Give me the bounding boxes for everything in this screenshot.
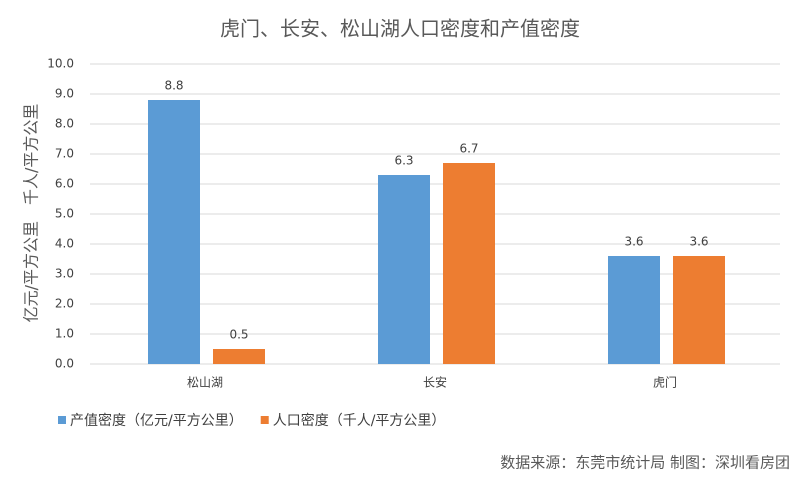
y-tick-label: 7.0 — [55, 147, 74, 161]
y-tick-label: 6.0 — [55, 177, 74, 191]
data-label: 0.5 — [229, 328, 248, 342]
bar — [608, 256, 660, 364]
legend-label: 人口密度（千人/平方公里） — [273, 412, 446, 429]
x-tick-label: 长安 — [423, 375, 447, 390]
bar — [148, 100, 200, 364]
source-note: 数据来源：东莞市统计局 制图：深圳看房团 — [500, 454, 790, 472]
data-label: 3.6 — [689, 235, 708, 249]
data-label: 6.3 — [394, 154, 413, 168]
bar — [443, 163, 495, 364]
bar — [213, 349, 265, 364]
legend-label: 产值密度（亿元/平方公里） — [70, 412, 243, 429]
legend-swatch — [260, 416, 269, 424]
y-tick-label: 3.0 — [55, 267, 74, 281]
x-tick-label: 松山湖 — [187, 375, 223, 390]
y-tick-label: 1.0 — [55, 327, 74, 341]
data-label: 3.6 — [624, 235, 643, 249]
y-axis-label: 亿元/平方公里 千人/平方公里 — [22, 104, 41, 323]
bar — [673, 256, 725, 364]
chart-title: 虎门、长安、松山湖人口密度和产值密度 — [220, 17, 580, 41]
y-tick-label: 0.0 — [55, 357, 74, 371]
y-tick-label: 9.0 — [55, 87, 74, 101]
y-tick-label: 8.0 — [55, 117, 74, 131]
y-tick-label: 10.0 — [47, 57, 74, 71]
legend-swatch — [58, 416, 66, 424]
bar — [378, 175, 430, 364]
y-tick-label: 5.0 — [55, 207, 74, 221]
data-label: 8.8 — [164, 79, 183, 93]
data-label: 6.7 — [459, 142, 478, 156]
y-tick-label: 2.0 — [55, 297, 74, 311]
y-tick-label: 4.0 — [55, 237, 74, 251]
x-tick-label: 虎门 — [653, 375, 677, 390]
